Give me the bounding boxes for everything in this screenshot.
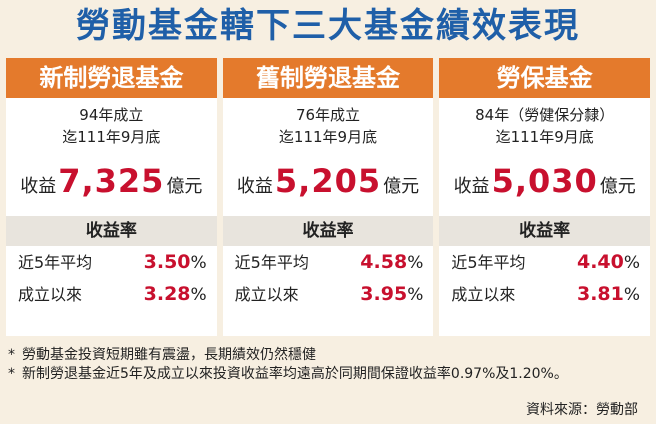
rate-label: 近5年平均 xyxy=(451,253,526,272)
rate-header: 收益率 xyxy=(222,216,434,246)
fund-returns: 收益5,205 億元 xyxy=(223,158,434,204)
rate-value: 3.95 xyxy=(360,283,408,305)
fund-returns: 收益5,030 億元 xyxy=(439,158,650,204)
fund-founded: 76年成立 迄111年9月底 xyxy=(223,104,434,150)
rate-value: 4.40 xyxy=(576,251,624,273)
rate-value: 4.58 xyxy=(360,251,408,273)
founded-year: 76年成立 xyxy=(295,106,361,124)
rate-row-since-inception: 成立以來 3.81% xyxy=(439,278,650,310)
rate-value: 3.28 xyxy=(143,283,191,305)
returns-label: 收益 xyxy=(453,176,490,197)
fund-name: 舊制勞退基金 xyxy=(222,58,434,98)
fund-founded: 84年（勞健保分隸） 迄111年9月底 xyxy=(439,104,650,150)
returns-label: 收益 xyxy=(20,176,57,197)
page-title: 勞動基金轄下三大基金績效表現 xyxy=(76,6,580,46)
footnote-text: 新制勞退基金近5年及成立以來投資收益率均遠高於同期間保證收益率0.97%及1.2… xyxy=(22,366,568,382)
returns-unit: 億元 xyxy=(383,176,420,197)
rate-unit: % xyxy=(623,253,641,273)
fund-founded: 94年成立 迄111年9月底 xyxy=(6,104,217,150)
rate-label: 成立以來 xyxy=(18,285,83,304)
rate-row-5yr: 近5年平均 3.50% xyxy=(6,246,217,278)
asterisk: * xyxy=(8,347,15,363)
fund-card-old-pension: 舊制勞退基金 76年成立 迄111年9月底 收益5,205 億元 收益率 近5年平… xyxy=(222,58,434,336)
rate-header: 收益率 xyxy=(439,216,651,246)
rate-value: 3.50 xyxy=(143,251,191,273)
founded-year: 84年（勞健保分隸） xyxy=(475,106,615,124)
rate-label: 成立以來 xyxy=(234,285,299,304)
footnotes: * 勞動基金投資短期雖有震盪，長期績效仍然穩健 * 新制勞退基金近5年及成立以來… xyxy=(8,346,648,384)
data-source: 資料來源：勞動部 xyxy=(526,402,638,418)
rate-label: 近5年平均 xyxy=(234,253,309,272)
fund-returns: 收益7,325 億元 xyxy=(6,158,217,204)
returns-label: 收益 xyxy=(236,176,273,197)
rate-row-since-inception: 成立以來 3.28% xyxy=(6,278,217,310)
returns-value: 7,325 xyxy=(58,162,165,200)
rate-unit: % xyxy=(623,285,641,305)
rate-unit: % xyxy=(190,285,207,305)
rate-unit: % xyxy=(407,253,424,273)
fund-card-new-pension: 新制勞退基金 94年成立 迄111年9月底 收益7,325 億元 收益率 近5年平… xyxy=(6,58,217,336)
asterisk: * xyxy=(8,366,15,382)
rate-row-since-inception: 成立以來 3.95% xyxy=(223,278,434,310)
footnote-text: 勞動基金投資短期雖有震盪，長期績效仍然穩健 xyxy=(22,347,316,363)
rate-label: 近5年平均 xyxy=(18,253,93,272)
rate-header: 收益率 xyxy=(6,216,217,246)
rate-unit: % xyxy=(190,253,207,273)
rate-row-5yr: 近5年平均 4.58% xyxy=(223,246,434,278)
footnote: * 新制勞退基金近5年及成立以來投資收益率均遠高於同期間保證收益率0.97%及1… xyxy=(8,365,648,384)
returns-value: 5,205 xyxy=(274,162,382,200)
fund-name: 新制勞退基金 xyxy=(6,58,217,98)
rate-label: 成立以來 xyxy=(451,285,516,304)
rate-unit: % xyxy=(407,285,424,305)
period-end: 迄111年9月底 xyxy=(62,128,161,146)
returns-unit: 億元 xyxy=(166,176,203,197)
fund-name: 勞保基金 xyxy=(439,58,651,98)
founded-year: 94年成立 xyxy=(79,106,144,124)
footnote: * 勞動基金投資短期雖有震盪，長期績效仍然穩健 xyxy=(8,346,648,365)
period-end: 迄111年9月底 xyxy=(278,128,378,146)
rate-value: 3.81 xyxy=(576,283,624,305)
rate-row-5yr: 近5年平均 4.40% xyxy=(439,246,650,278)
returns-unit: 億元 xyxy=(599,176,636,197)
fund-columns: 新制勞退基金 94年成立 迄111年9月底 收益7,325 億元 收益率 近5年平… xyxy=(6,58,651,336)
period-end: 迄111年9月底 xyxy=(495,128,594,146)
returns-value: 5,030 xyxy=(491,162,598,200)
fund-card-labor-insurance: 勞保基金 84年（勞健保分隸） 迄111年9月底 收益5,030 億元 收益率 近… xyxy=(439,58,651,336)
